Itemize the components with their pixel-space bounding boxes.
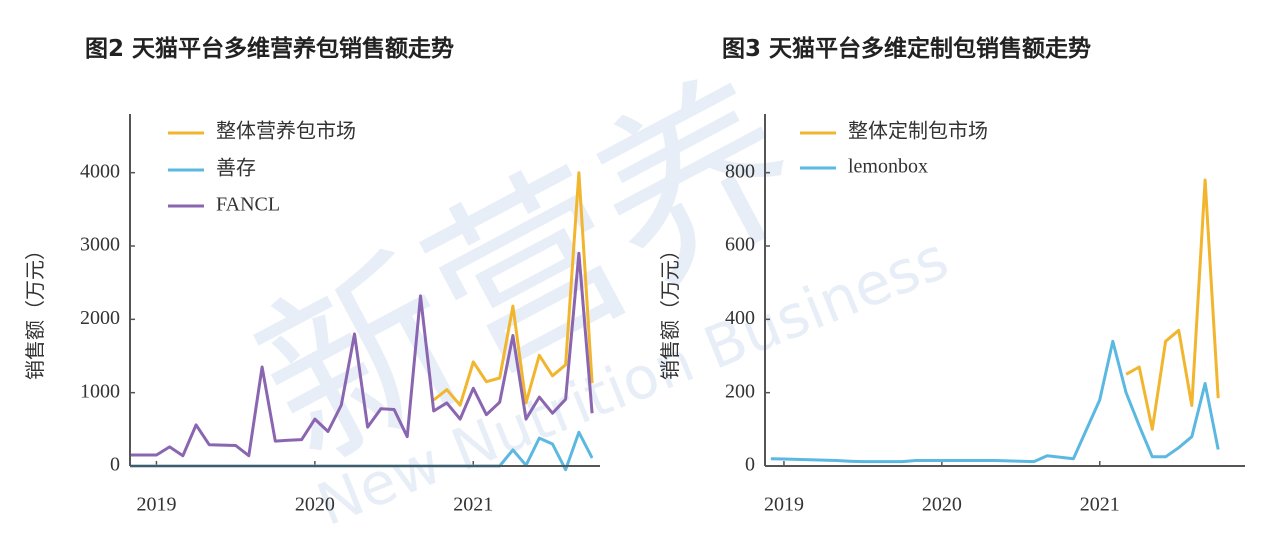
x-tick-label: 2020 [295,494,335,516]
y-tick-label: 2000 [80,307,120,329]
x-tick-label: 2019 [764,494,804,516]
y-tick-label: 400 [725,307,755,329]
chart-title: 图2 天猫平台多维营养包销售额走势 [85,35,454,62]
legend-label: 善存 [216,157,256,180]
x-tick-label: 2019 [136,494,176,516]
legend-label: FANCL [216,194,280,216]
legend-label: 整体营养包市场 [216,120,356,143]
x-tick-label: 2021 [453,494,493,516]
y-axis-label: 销售额（万元） [658,240,682,380]
y-tick-label: 800 [725,160,755,182]
y-tick-label: 3000 [80,234,120,256]
series-line [770,339,1220,464]
y-tick-label: 4000 [80,160,120,182]
x-tick-label: 2021 [1080,494,1120,516]
y-tick-label: 1000 [80,380,120,402]
x-tick-label: 2020 [922,494,962,516]
series-line [1125,178,1220,431]
y-tick-label: 200 [725,380,755,402]
series-line [130,251,594,458]
chart-title: 图3 天猫平台多维定制包销售额走势 [722,35,1091,62]
legend-label: lemonbox [848,156,928,178]
series-line [432,171,594,407]
legend-label: 整体定制包市场 [848,120,988,143]
y-tick-label: 600 [725,234,755,256]
y-tick-label: 0 [110,454,120,476]
y-axis-label: 销售额（万元） [23,240,47,380]
y-tick-label: 0 [745,454,755,476]
